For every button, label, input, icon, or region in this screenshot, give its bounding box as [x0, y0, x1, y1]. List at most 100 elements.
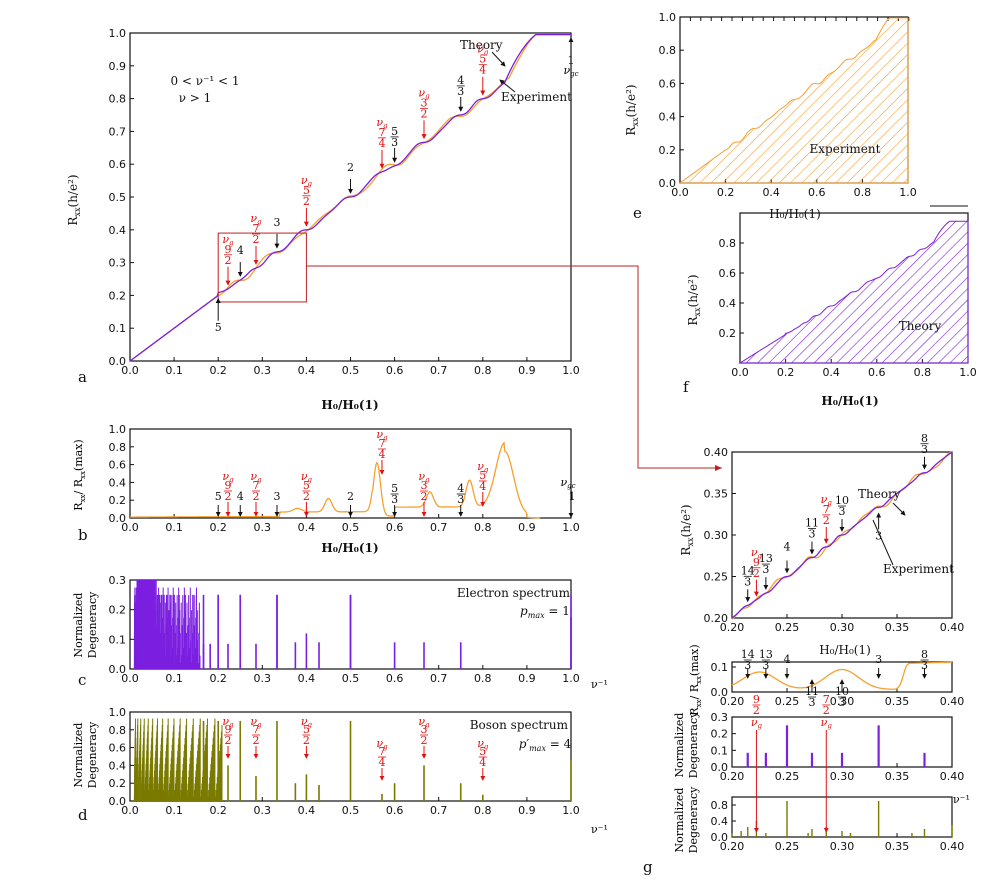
g-annot-label: 3	[875, 529, 882, 542]
b-xtick-label: 0.6	[386, 521, 404, 534]
gb-annot-label-den: 3	[744, 659, 751, 672]
d-title-1: Boson spectrum	[470, 718, 569, 732]
b-curve	[130, 441, 541, 519]
c-xtick-label: 0.8	[474, 672, 492, 685]
d-xtick-label: 0.6	[386, 804, 404, 817]
b-xtick-label: 0.1	[165, 521, 183, 534]
a-annot-label-den: 3	[457, 85, 464, 98]
panel-e: 0.0 0.2 0.4 0.6 0.8 1.0 0.0 0.2 0.4 0.6 0.8 1.0	[659, 11, 917, 199]
g-red-nug: νg	[821, 493, 833, 507]
a-red-label-num: 5	[479, 53, 486, 66]
b-red-nug: νg	[250, 470, 262, 484]
g-xlabel: H₀/H₀(1)	[819, 643, 871, 657]
b-ytick-label: 0.2	[109, 494, 127, 507]
a-theory-curve	[129, 33, 571, 362]
d-red-label-den: 2	[224, 734, 231, 747]
c-xtick-label: 0.7	[430, 672, 448, 685]
gb-annot-label-num: 10	[835, 685, 849, 698]
zoom-connector	[306, 265, 722, 469]
d-red-nug: νg	[418, 715, 430, 729]
b-annot-label: 2	[347, 490, 354, 503]
b-red-label-den: 4	[378, 448, 385, 461]
d-xtick-label: 0.9	[518, 804, 536, 817]
gb-annot-label-num: 14	[741, 648, 755, 661]
g-red-label-den: 2	[823, 514, 830, 527]
b-red-label-num: 7	[378, 437, 385, 450]
g-red-label-num: 7	[823, 503, 830, 516]
g-red-long-label-den: 2	[753, 704, 760, 717]
zoom-connector-head	[715, 465, 722, 471]
gd-xtick-label: 0.35	[885, 840, 910, 853]
g-annot-label-den: 3	[808, 528, 815, 541]
gd-xtick-label: 0.40	[940, 840, 965, 853]
d-xtick-label: 0.5	[342, 804, 360, 817]
f-xtick-label: 0.8	[914, 366, 932, 379]
g-experiment-pointer	[872, 519, 894, 566]
axis-titles: Rxx(h/e²) H₀/H₀(1) 0 < ν⁻¹ < 1 ν > 1 The…	[66, 38, 970, 853]
d-red-nug: νg	[376, 737, 388, 751]
d-red-label-num: 9	[224, 723, 231, 736]
a-experiment-pointer	[499, 79, 516, 93]
a-legend-2: ν > 1	[179, 91, 212, 105]
a-ytick-label: 0.7	[109, 125, 127, 138]
d-red-label-den: 2	[252, 734, 259, 747]
gb-xtick-label: 0.20	[720, 695, 745, 708]
d-red-label-den: 2	[303, 734, 310, 747]
a-red-label-den: 2	[421, 107, 428, 120]
a-red-label-num: 3	[421, 96, 428, 109]
b-annot-label: 3	[273, 490, 280, 503]
d-red-label-den: 4	[378, 756, 385, 769]
gb-annot-label-den: 3	[839, 696, 846, 709]
c-ylabel-2: Degeneracy	[86, 591, 99, 658]
g-xtick-label: 0.25	[775, 621, 800, 634]
gc-xtick-label: 0.35	[885, 770, 910, 783]
b-ytick-label: 0.8	[109, 441, 127, 454]
panel-c: 0.0 0.1 0.2 0.3 0.4 0.5 0.6 0.7 0.8 0.9 1.0 0.0 0.1 0…	[109, 574, 580, 685]
e-ytick-label: 0.6	[659, 77, 677, 90]
a-theory-pointer	[491, 51, 506, 67]
e-xtick-label: 1.0	[899, 186, 917, 199]
g-experiment-curve	[731, 451, 953, 620]
g-xtick-label: 0.20	[720, 621, 745, 634]
d-ytick-label: 1.0	[109, 706, 127, 719]
a-xtick-label: 0.9	[518, 364, 536, 377]
panel-c-letter: c	[78, 671, 86, 689]
b-frame	[129, 428, 572, 519]
d-red-label-num: 5	[479, 745, 486, 758]
d-xtick-label: 0.8	[474, 804, 492, 817]
a-red-label-num: 9	[224, 243, 231, 256]
b-annot-label: 4	[237, 490, 244, 503]
gb-annot-label: 3	[875, 653, 882, 666]
g-deg-2a: Degeneracy	[687, 711, 700, 778]
e-ytick-label: 0.0	[659, 177, 677, 190]
gb-xtick-label: 0.35	[885, 695, 910, 708]
g-ytick-label: 0.30	[704, 529, 729, 542]
f-xtick-label: 0.2	[777, 366, 795, 379]
b-annot-label-den: 3	[457, 493, 464, 506]
c-xtick-label: 0.5	[342, 672, 360, 685]
d-xlabel: ν⁻¹	[591, 823, 608, 836]
g-annot-label: 4	[784, 541, 791, 554]
gb-ytick-label: 0.0	[711, 686, 729, 699]
d-xtick-label: 0.1	[165, 804, 183, 817]
d-xtick-label: 0.4	[298, 804, 316, 817]
g-ytick-label: 0.25	[704, 571, 729, 584]
d-red-label-num: 3	[421, 723, 428, 736]
a-ytick-label: 0.4	[109, 224, 127, 237]
a-xlabel: H₀/H₀(1)	[321, 398, 378, 412]
g-ylabel: Rxx(h/e²)	[679, 504, 695, 555]
g-red-long-nug: νg	[751, 716, 763, 730]
e-ytick-label: 0.4	[659, 111, 677, 124]
b-xtick-label: 0.2	[209, 521, 227, 534]
panel-f-letter: f	[683, 378, 690, 396]
d-xtick-label: 0.3	[254, 804, 272, 817]
a-annot-label: 4	[237, 244, 244, 257]
b-xtick-label: 1.0	[562, 521, 580, 534]
d-red-nug: νg	[477, 737, 489, 751]
a-xtick-label: 0.5	[342, 364, 360, 377]
g-ytick-label: 0.40	[704, 446, 729, 459]
a-xtick-label: 0.1	[165, 364, 183, 377]
d-title-2: p′max = 4	[519, 737, 572, 753]
g-theory-label: Theory	[858, 487, 901, 501]
